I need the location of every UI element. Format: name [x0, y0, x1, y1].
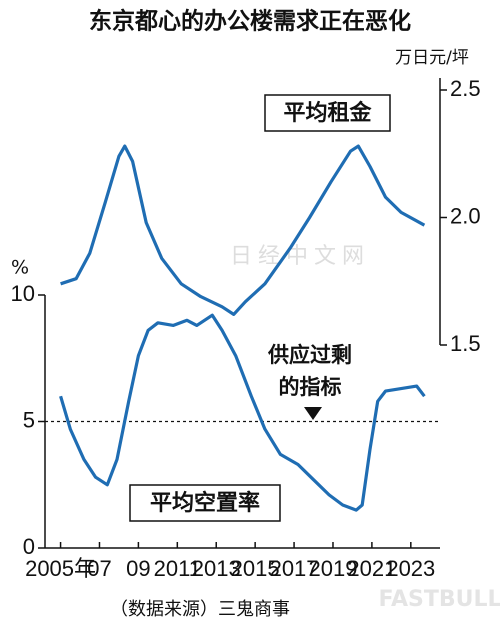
- x-tick-label: 09: [126, 556, 150, 581]
- series-line: [59, 313, 426, 512]
- annotation: 供应过剩: [267, 343, 352, 367]
- annotation-arrow: [304, 407, 322, 420]
- x-tick-label: 2017: [270, 556, 319, 581]
- y-tick-label: 5: [23, 407, 35, 432]
- x-tick-label: 2011: [154, 556, 201, 581]
- legend-label: 平均空置率: [150, 490, 260, 516]
- y-unit: %: [11, 257, 29, 279]
- x-tick-label: 2019: [309, 556, 358, 581]
- watermark: FASTBULL: [378, 587, 500, 612]
- source: （数据来源）三鬼商事: [110, 599, 290, 620]
- x-tick-label: 2015: [231, 556, 280, 581]
- annotation: 的指标: [279, 375, 342, 399]
- y2-tick-label: 2.0: [450, 203, 481, 228]
- y2-tick-label: 1.5: [450, 331, 481, 356]
- legend-box: [129, 484, 281, 522]
- chart-title: 东京都心的办公楼需求正在恶化: [89, 8, 411, 35]
- x-tick-label: 2021: [347, 556, 396, 581]
- x-tick-label: 2023: [386, 556, 435, 581]
- legend-box: [264, 94, 391, 132]
- watermark: 日经中文网: [230, 244, 370, 269]
- x-tick-label: 2013: [192, 556, 241, 581]
- y-tick-label: 0: [23, 534, 35, 559]
- x-tick-label: 2005年: [25, 556, 96, 581]
- y-tick-label: 10: [11, 281, 35, 306]
- y2-tick-label: 2.5: [450, 76, 481, 101]
- series-line: [60, 144, 426, 316]
- x-tick-label: 07: [87, 556, 111, 581]
- legend-label: 平均租金: [283, 100, 372, 126]
- y2-unit: 万日元/坪: [395, 48, 469, 68]
